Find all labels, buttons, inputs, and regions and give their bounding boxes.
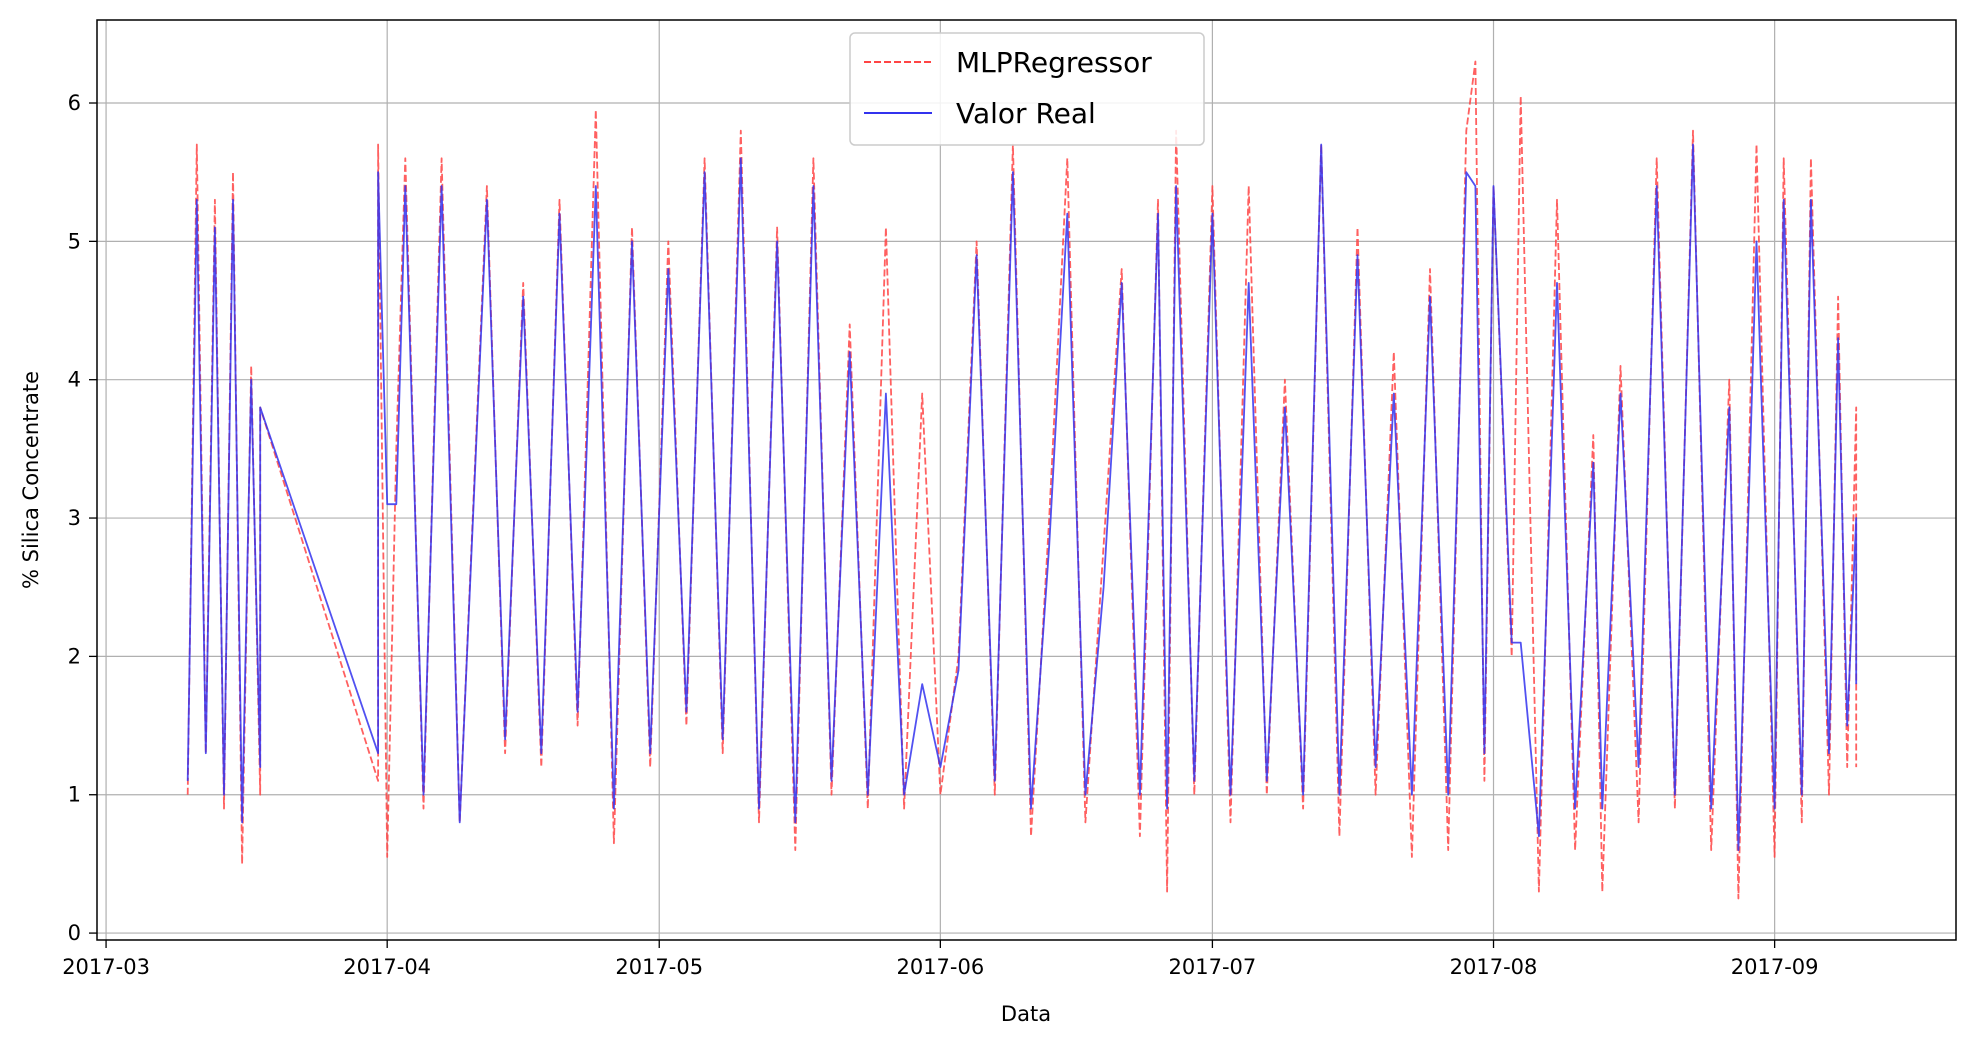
x-tick-label: 2017-03 <box>62 955 150 979</box>
y-axis-label: % Silica Concentrate <box>19 371 43 589</box>
y-tick-label: 2 <box>68 644 81 668</box>
x-tick-label: 2017-06 <box>896 955 984 979</box>
x-tick-label: 2017-09 <box>1731 955 1819 979</box>
series-layer <box>186 60 1858 900</box>
plot-frame <box>96 19 1957 941</box>
y-axis-ticks: 0 1 2 3 4 5 6 <box>68 91 97 945</box>
legend-label-valor-real: Valor Real <box>956 97 1096 130</box>
x-tick-label: 2017-07 <box>1169 955 1257 979</box>
legend: MLPRegressor Valor Real <box>849 32 1205 146</box>
y-tick-label: 0 <box>68 921 81 945</box>
x-axis-label: Data <box>1001 1002 1051 1026</box>
x-tick-label: 2017-05 <box>615 955 703 979</box>
y-tick-label: 4 <box>68 368 81 392</box>
y-tick-label: 1 <box>68 783 81 807</box>
y-tick-label: 5 <box>68 229 81 253</box>
y-tick-label: 3 <box>68 506 81 530</box>
legend-box <box>849 32 1205 146</box>
x-tick-label: 2017-04 <box>343 955 431 979</box>
y-tick-label: 6 <box>68 91 81 115</box>
legend-label-mlpregressor: MLPRegressor <box>956 46 1152 79</box>
plot-background <box>97 20 1956 940</box>
series-line-valor-real <box>186 143 1858 851</box>
x-tick-label: 2017-08 <box>1450 955 1538 979</box>
x-axis-ticks: 2017-03 2017-04 2017-05 2017-06 2017-07 2017-… <box>62 940 1819 979</box>
